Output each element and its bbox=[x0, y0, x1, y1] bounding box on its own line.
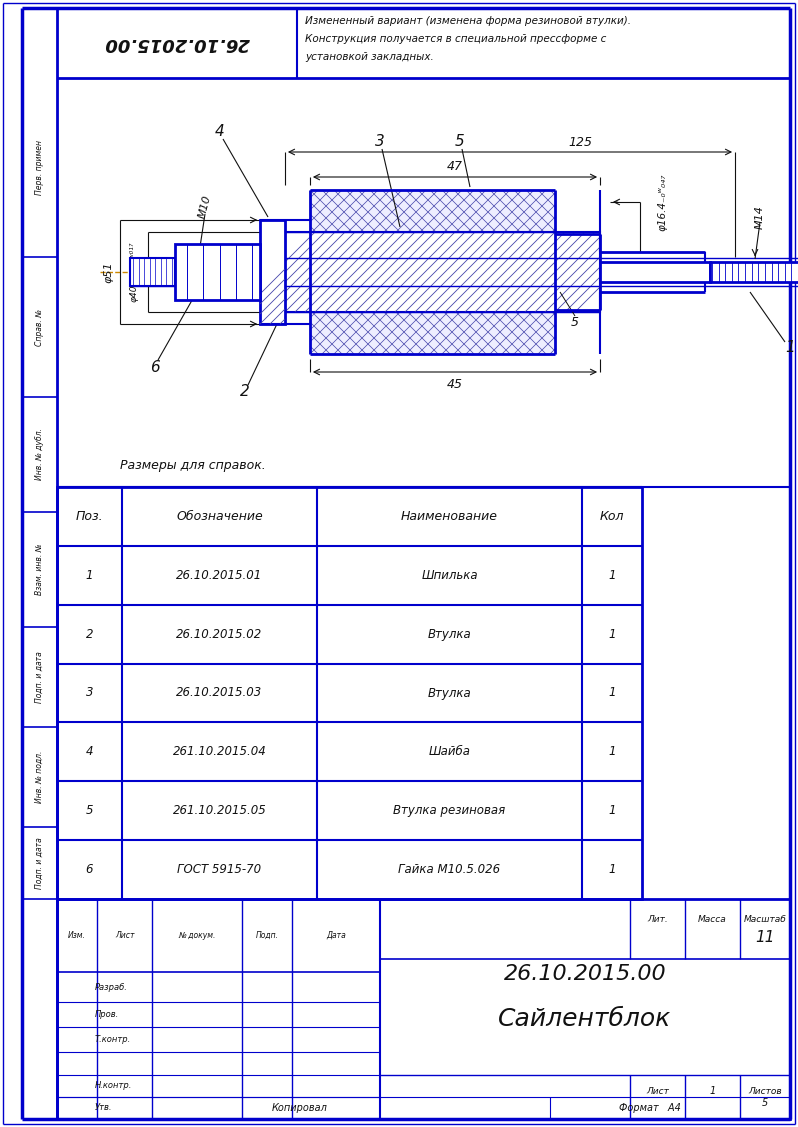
Text: установкой закладных.: установкой закладных. bbox=[305, 52, 434, 62]
Bar bbox=[130, 258, 175, 286]
Text: Пров.: Пров. bbox=[95, 1010, 119, 1019]
Text: Справ. №: Справ. № bbox=[35, 309, 44, 346]
Text: 261.10.2015.04: 261.10.2015.04 bbox=[172, 745, 267, 758]
Text: Измененный вариант (изменена форма резиновой втулки).: Измененный вариант (изменена форма резин… bbox=[305, 16, 631, 26]
Text: 5: 5 bbox=[85, 805, 93, 817]
Text: Дата: Дата bbox=[326, 931, 346, 940]
Text: 26.10.2015.00: 26.10.2015.00 bbox=[105, 34, 250, 52]
Text: Разраб.: Разраб. bbox=[95, 983, 128, 992]
Text: 1: 1 bbox=[608, 805, 616, 817]
Text: φ16.4₋₀ʷ₀₄₇: φ16.4₋₀ʷ₀₄₇ bbox=[657, 174, 667, 231]
Text: φ40⁺⁰ʷ⁰³³₀ʷ⁰¹⁷: φ40⁺⁰ʷ⁰³³₀ʷ⁰¹⁷ bbox=[129, 242, 139, 302]
Text: 6: 6 bbox=[85, 863, 93, 876]
Text: 261.10.2015.05: 261.10.2015.05 bbox=[172, 805, 267, 817]
Text: 1: 1 bbox=[608, 863, 616, 876]
Text: 1: 1 bbox=[608, 686, 616, 700]
Bar bbox=[310, 190, 555, 354]
Text: 5: 5 bbox=[455, 134, 465, 150]
Text: Формат   A4: Формат A4 bbox=[619, 1103, 681, 1113]
Text: Масса: Масса bbox=[698, 914, 727, 923]
Text: Конструкция получается в специальной прессформе с: Конструкция получается в специальной пре… bbox=[305, 34, 606, 44]
Bar bbox=[175, 245, 260, 300]
Text: 4: 4 bbox=[85, 745, 93, 758]
Text: Подп.: Подп. bbox=[255, 931, 279, 940]
Text: Т.контр.: Т.контр. bbox=[95, 1035, 131, 1044]
Text: Инв. № подл.: Инв. № подл. bbox=[35, 751, 44, 804]
Text: 26.10.2015.03: 26.10.2015.03 bbox=[176, 686, 263, 700]
Text: Втулка: Втулка bbox=[428, 686, 472, 700]
Text: Лист: Лист bbox=[115, 931, 134, 940]
Text: 5: 5 bbox=[762, 1098, 768, 1108]
Text: 1: 1 bbox=[608, 628, 616, 640]
Text: Утв.: Утв. bbox=[95, 1103, 113, 1112]
Text: Втулка резиновая: Втулка резиновая bbox=[393, 805, 506, 817]
Text: 2: 2 bbox=[85, 628, 93, 640]
Bar bbox=[600, 261, 710, 282]
Text: Кол: Кол bbox=[600, 509, 624, 523]
Text: Обозначение: Обозначение bbox=[176, 509, 263, 523]
Text: M14: M14 bbox=[755, 205, 765, 229]
Text: 11: 11 bbox=[755, 930, 775, 944]
Text: Подп. и дата: Подп. и дата bbox=[35, 651, 44, 703]
Text: Н.контр.: Н.контр. bbox=[95, 1082, 132, 1091]
Text: 4: 4 bbox=[215, 124, 225, 140]
Text: 3: 3 bbox=[375, 134, 385, 150]
Bar bbox=[260, 220, 285, 323]
Text: Инв. № дубл.: Инв. № дубл. bbox=[35, 428, 44, 480]
Text: 26.10.2015.02: 26.10.2015.02 bbox=[176, 628, 263, 640]
Text: Масштаб: Масштаб bbox=[744, 914, 786, 923]
Bar bbox=[710, 261, 798, 282]
Text: Лит.: Лит. bbox=[647, 914, 668, 923]
Text: Шпилька: Шпилька bbox=[421, 569, 478, 582]
Text: Лист: Лист bbox=[646, 1086, 669, 1095]
Text: Наименование: Наименование bbox=[401, 509, 498, 523]
Bar bbox=[57, 899, 790, 1119]
Text: Втулка: Втулка bbox=[428, 628, 472, 640]
Text: 47: 47 bbox=[447, 160, 463, 174]
Text: 1: 1 bbox=[785, 339, 795, 355]
Text: Перв. примен: Перв. примен bbox=[35, 140, 44, 195]
Text: Взам. инв. №: Взам. инв. № bbox=[35, 543, 44, 595]
Text: 26.10.2015.01: 26.10.2015.01 bbox=[176, 569, 263, 582]
Text: 6: 6 bbox=[150, 360, 160, 374]
Text: 1: 1 bbox=[85, 569, 93, 582]
Text: Сайлентблок: Сайлентблок bbox=[499, 1008, 672, 1031]
Text: ГОСТ 5915-70: ГОСТ 5915-70 bbox=[177, 863, 262, 876]
Text: 1: 1 bbox=[709, 1086, 716, 1095]
Bar bbox=[285, 232, 600, 312]
Text: Копировал: Копировал bbox=[272, 1103, 328, 1113]
Text: 2: 2 bbox=[240, 384, 250, 399]
Text: Изм.: Изм. bbox=[68, 931, 86, 940]
Text: Размеры для справок.: Размеры для справок. bbox=[120, 459, 266, 471]
Text: 1: 1 bbox=[608, 569, 616, 582]
Text: Гайка М10.5.026: Гайка М10.5.026 bbox=[398, 863, 500, 876]
Text: 5: 5 bbox=[571, 316, 579, 328]
Text: φ51: φ51 bbox=[103, 261, 113, 283]
Text: 45: 45 bbox=[447, 378, 463, 390]
Text: Подп. и дата: Подп. и дата bbox=[35, 837, 44, 889]
Text: Поз.: Поз. bbox=[76, 509, 103, 523]
Text: Листов: Листов bbox=[749, 1086, 782, 1095]
Text: 125: 125 bbox=[568, 135, 592, 149]
Text: 3: 3 bbox=[85, 686, 93, 700]
Text: 26.10.2015.00: 26.10.2015.00 bbox=[504, 964, 666, 984]
Bar bbox=[57, 487, 642, 899]
Text: 1: 1 bbox=[608, 745, 616, 758]
Text: № докум.: № докум. bbox=[178, 931, 215, 940]
Text: M10: M10 bbox=[197, 194, 213, 220]
Text: Шайба: Шайба bbox=[429, 745, 471, 758]
